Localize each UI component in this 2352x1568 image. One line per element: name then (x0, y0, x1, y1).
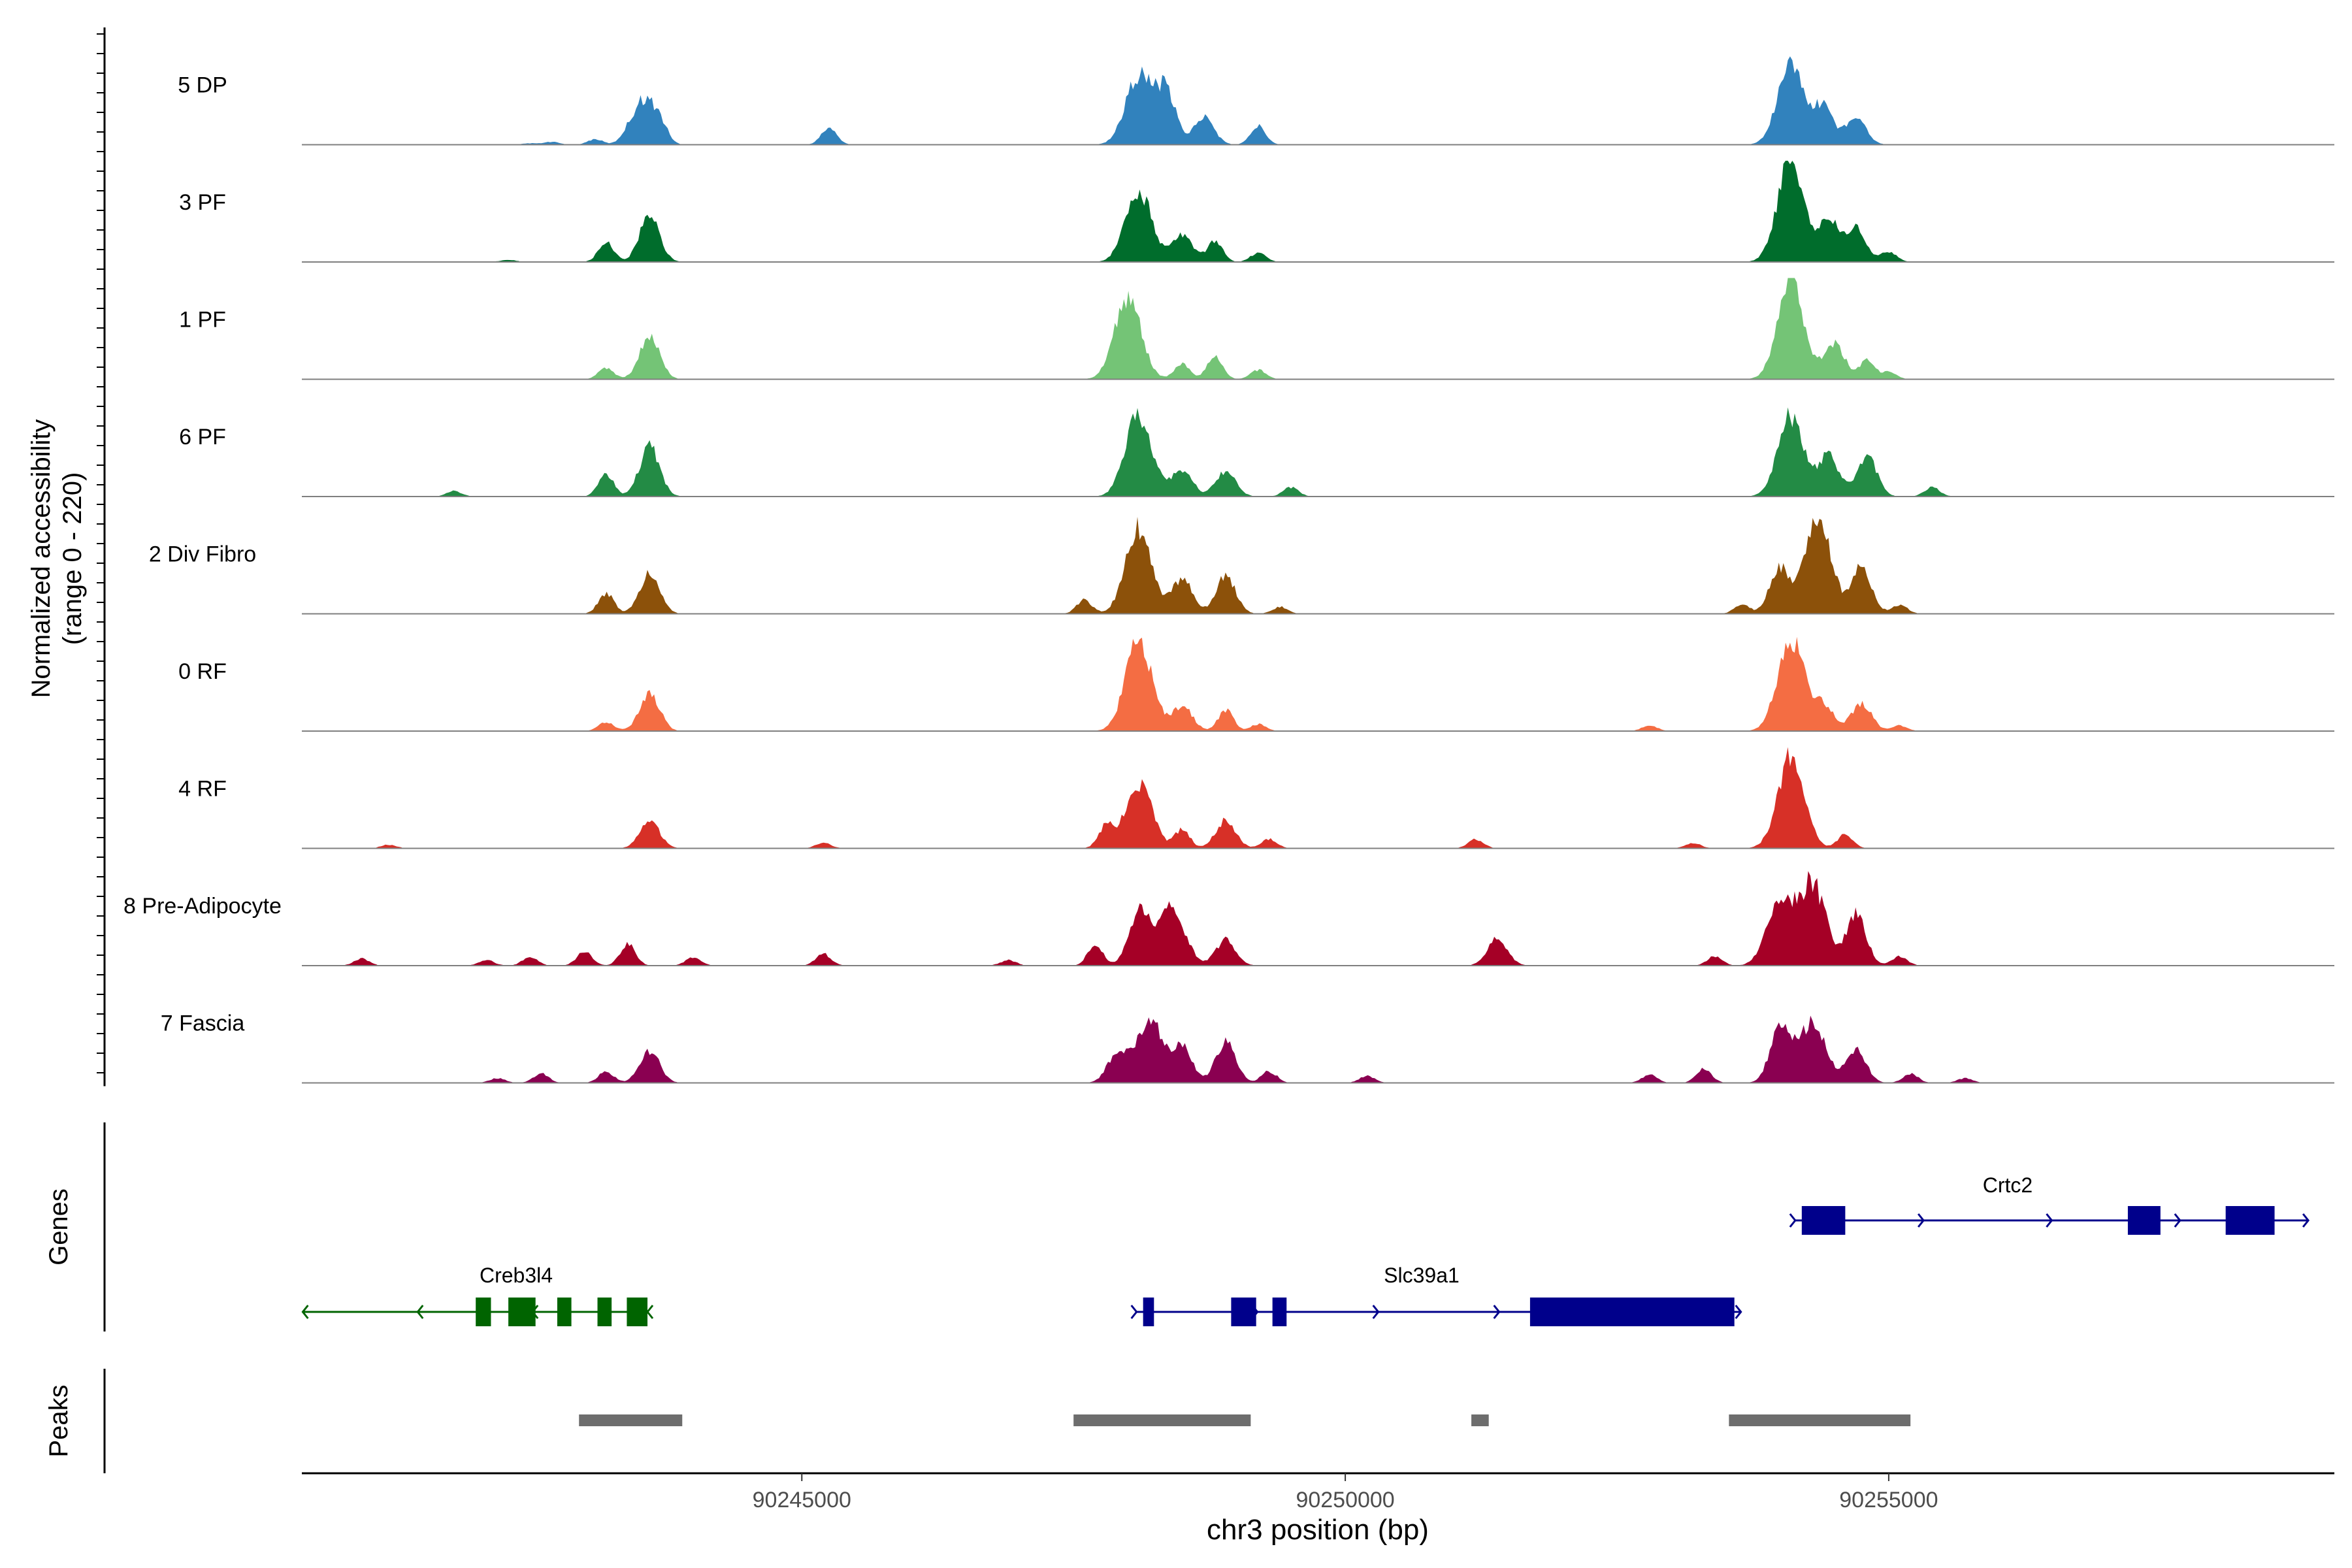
strand-arrow (416, 1305, 424, 1319)
exon-block (508, 1298, 536, 1326)
exon-block (1801, 1206, 1846, 1235)
exon-block (627, 1298, 648, 1326)
track-label: 0 RF (178, 659, 227, 684)
track-0-rf: 0 RF (178, 636, 2334, 732)
genes-track-label: Genes (44, 1188, 73, 1266)
strand-arrow (2174, 1213, 2181, 1228)
track-4-rf: 4 RF (178, 747, 2334, 849)
exon-block (2127, 1206, 2161, 1235)
coverage-area (302, 871, 2334, 966)
track-label: 6 PF (179, 425, 226, 449)
strand-arrow (301, 1305, 309, 1319)
strand-arrow (1493, 1305, 1501, 1319)
exon-block (1272, 1298, 1287, 1326)
strand-arrow (646, 1305, 654, 1319)
gene-name-label: Crtc2 (1983, 1173, 2033, 1197)
strand-arrow (1789, 1213, 1797, 1228)
track-2-div-fibro: 2 Div Fibro (149, 517, 2334, 615)
coverage-area (302, 747, 2334, 849)
exon-block (2225, 1206, 2275, 1235)
peak-bar (1073, 1414, 1251, 1426)
track-6-pf: 6 PF (179, 407, 2334, 497)
strand-arrow (1917, 1213, 1925, 1228)
x-tick-label: 90245000 (753, 1488, 851, 1512)
track-1-pf: 1 PF (179, 278, 2334, 380)
coverage-area (302, 636, 2334, 731)
x-tick-label: 90250000 (1296, 1488, 1394, 1512)
exon-block (1529, 1298, 1735, 1326)
peak-bar (1729, 1414, 1911, 1426)
coverage-area (302, 161, 2334, 262)
track-label: 2 Div Fibro (149, 542, 256, 567)
exon-block (476, 1298, 491, 1326)
y-axis-title: Normalized accessibility (27, 419, 56, 698)
gene-crtc2: Crtc2 (1789, 1173, 2310, 1235)
exon-block (1231, 1298, 1256, 1326)
peak-bar (579, 1414, 683, 1426)
exon-block (1143, 1298, 1154, 1326)
strand-arrow (1372, 1305, 1380, 1319)
gene-name-label: Creb3l4 (480, 1264, 553, 1287)
strand-arrow (2302, 1213, 2310, 1228)
peak-bar (1471, 1414, 1489, 1426)
track-8-pre-adipocyte: 8 Pre-Adipocyte (123, 871, 2334, 966)
gene-creb3l4: Creb3l4 (301, 1264, 654, 1326)
gene-name-label: Slc39a1 (1384, 1264, 1460, 1287)
y-axis (97, 27, 106, 1086)
coverage-area (302, 517, 2334, 614)
coverage-area (302, 56, 2334, 145)
track-label: 8 Pre-Adipocyte (123, 894, 282, 919)
track-label: 4 RF (178, 777, 227, 802)
x-axis-title: chr3 position (bp) (1207, 1514, 1429, 1546)
strand-arrow (2046, 1213, 2053, 1228)
track-5-dp: 5 DP (178, 56, 2334, 146)
coverage-area (302, 278, 2334, 380)
peak-track (103, 1369, 1911, 1473)
x-tick-label: 90255000 (1839, 1488, 1938, 1512)
exon-block (597, 1298, 612, 1326)
y-axis-range-label: (range 0 - 220) (58, 472, 87, 645)
strand-arrow (1735, 1305, 1742, 1319)
track-label: 5 DP (178, 73, 227, 98)
track-label: 3 PF (179, 190, 226, 215)
coverage-area (302, 407, 2334, 497)
track-7-fascia: 7 Fascia (161, 1011, 2334, 1084)
gene-track: Creb3l4 Slc39a1 Crtc2 (103, 1122, 2310, 1331)
x-axis: 90245000 90250000 90255000 (302, 1472, 2334, 1512)
track-label: 1 PF (179, 308, 226, 333)
coverage-area (302, 1015, 2334, 1083)
gene-slc39a1: Slc39a1 (1130, 1264, 1742, 1326)
track-label: 7 Fascia (161, 1011, 245, 1036)
exon-block (557, 1298, 572, 1326)
peaks-track-label: Peaks (44, 1384, 73, 1457)
track-3-pf: 3 PF (179, 161, 2334, 263)
strand-arrow (1130, 1305, 1138, 1319)
coverage-tracks: 5 DP 3 PF 1 PF 6 PF 2 Div Fibro 0 RF 4 RF 8 Pre… (123, 56, 2334, 1084)
